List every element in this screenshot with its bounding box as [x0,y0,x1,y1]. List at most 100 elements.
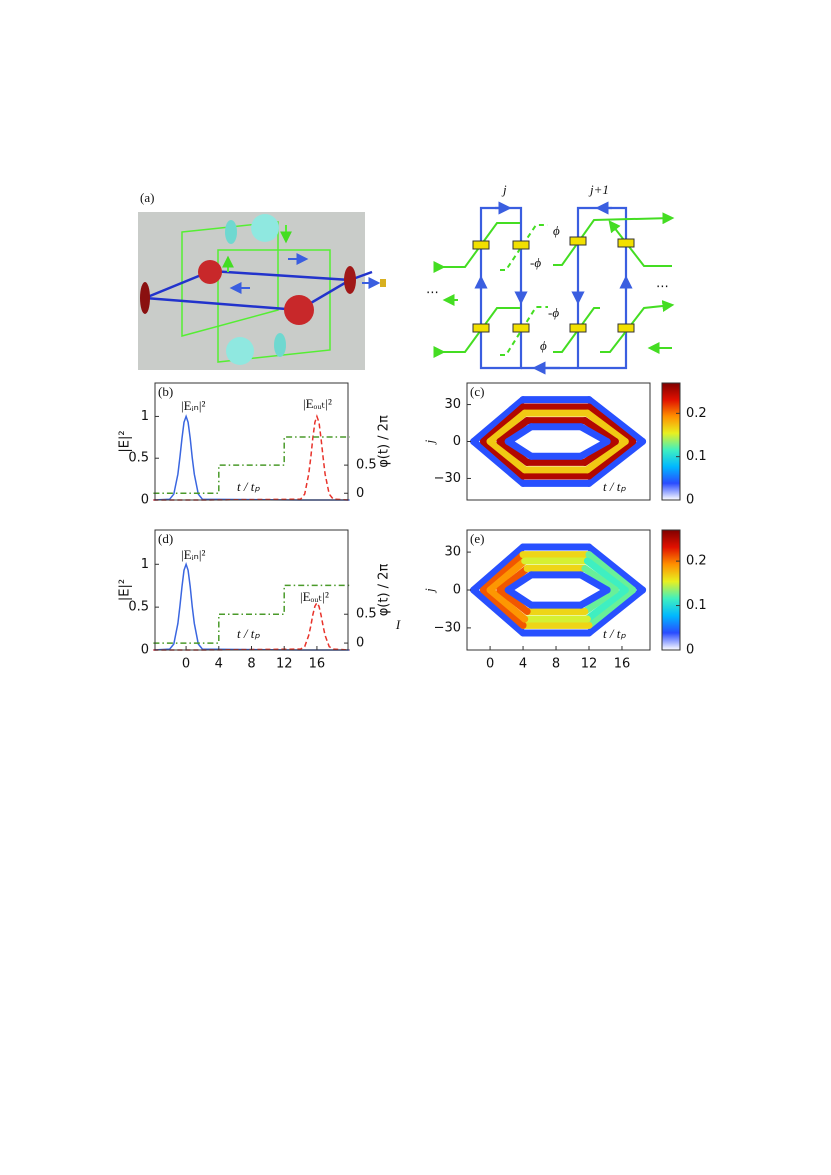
series-line [153,436,350,495]
plot-frame [154,382,349,501]
colorbar-tick-label: 0.1 [686,449,707,464]
colorbar [661,382,681,501]
intensity-band [470,438,527,487]
panel-label: (e) [470,531,484,546]
y-axis-label: j [422,588,437,594]
phase-label: ϕ [540,338,547,353]
site-label: j [501,182,507,197]
x-tick-label: 4 [519,657,527,672]
y-tick-label: 0.5 [128,600,149,615]
intensity-band [583,586,629,623]
y-tick-label: −30 [434,620,461,635]
phase-label: ϕ [553,223,560,238]
intensity-band [486,438,529,474]
intensity-band [479,586,527,629]
y-tick-label: 30 [444,545,461,560]
intensity-band [585,396,647,445]
intensity-band [479,438,527,480]
intensity-band [581,565,619,594]
annotation: |Eᵢₙ|² [181,547,205,562]
annotation: |Eₒᵤₜ|² [303,396,332,411]
intensity-band [577,423,611,445]
colorbar-tick-label: 0.2 [686,406,707,421]
colorbar [661,529,681,651]
intensity-band [496,565,531,594]
panel: 00.5 φ(t) / 2π|E|²00.51(b)|Eᵢₙ|² |Eₒᵤₜ|²t … [118,382,392,508]
intensity-band [581,438,619,466]
x-tick-label: 16 [614,657,631,672]
intensity-band [470,586,527,637]
intensity-band [585,551,637,594]
intensity-band [470,543,527,594]
x-tick-label: 0 [486,657,494,672]
panel: 0 0.1 0.2 j 30 0 −30 0 4 8 12 16 (e) t / tₚ [422,529,707,672]
y2-tick-label: 0 [356,636,364,651]
x-tick-label: 8 [552,657,560,672]
x-tick-label: 8 [247,657,255,672]
intensity-band [581,417,619,445]
y-tick-label: −30 [434,471,461,486]
annotation: t / tₚ [603,479,626,494]
intensity-band [504,423,535,445]
y-tick-label: 0 [453,434,461,449]
colorbar-tick-label: 0.1 [686,598,707,613]
intensity-band [486,409,529,445]
intensity-band [585,438,637,480]
y-axis-label: |E|² [118,430,133,452]
intensity-band [470,396,527,445]
intensity-band [496,417,531,445]
colorbar-tick-label: 0.2 [686,554,707,569]
intensity-band [577,571,611,594]
annotation: t / tₚ [603,626,626,641]
y2-axis-label: φ(t) / 2π [377,564,392,617]
panel: 00.5 φ(t) / 2π|E|²00.510 4 8 12 16(d)|Eᵢₙ|²|E… [118,529,401,672]
y2-tick-label: 0.5 [356,458,377,473]
panel-label: (c) [470,384,484,399]
y-axis-label: |E|² [118,579,133,601]
site-label: j+1 [588,182,609,197]
annotation: t / tₚ [237,479,260,494]
y-tick-label: 30 [444,397,461,412]
y-tick-label: 0 [141,643,149,658]
annotation: |Eₒᵤₜ|² [300,589,329,604]
y2-tick-label: 0 [356,486,364,501]
annotation: I [395,617,401,632]
intensity-band [496,438,531,466]
y-axis-label: j [422,439,437,445]
setup-render [138,212,386,370]
y2-tick-label: 0.5 [356,607,377,622]
intensity-band [583,438,629,474]
intensity-band [585,438,647,487]
y-tick-label: 0 [141,493,149,508]
y-tick-label: 1 [141,557,149,572]
panel-label: (b) [158,384,173,399]
x-tick-label: 16 [309,657,326,672]
phase-label: -ϕ [530,255,541,270]
intensity-band [504,586,535,609]
panel: 0 0.1 0.2 j 30 0 −30 (c) t / tₚ [422,382,707,508]
lattice-diagram [474,201,633,375]
intensity-band [583,409,629,445]
intensity-band [479,551,527,594]
intensity-band [486,586,529,623]
y-tick-label: 1 [141,409,149,424]
intensity-band [496,586,531,615]
x-tick-label: 0 [182,657,190,672]
intensity-band [577,438,611,460]
y-tick-label: 0 [453,583,461,598]
x-tick-label: 4 [215,657,223,672]
coupler-lines [433,212,675,358]
panel-label: (d) [158,531,173,546]
intensity-band [577,586,611,609]
intensity-band [585,586,637,629]
series-line [153,584,350,644]
x-tick-label: 12 [276,657,293,672]
ellipsis: ⋯ [426,286,439,301]
ellipsis: ⋯ [656,280,669,295]
intensity-band [581,586,619,615]
intensity-band [583,557,629,594]
intensity-band [504,571,535,594]
intensity-band [585,586,647,637]
couplers [472,236,635,333]
